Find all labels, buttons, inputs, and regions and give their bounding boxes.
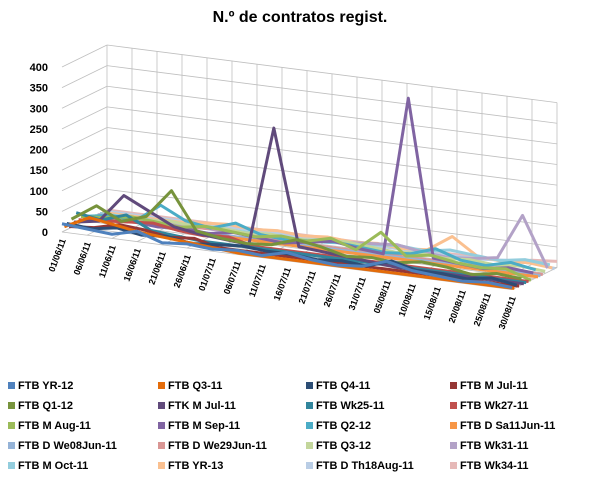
legend-label: FTB Wk27-11 — [460, 400, 528, 412]
legend-label: FTB D Th18Aug-11 — [316, 460, 414, 472]
grid-line — [61, 189, 108, 212]
x-tick-label: 06/06/11 — [72, 240, 93, 276]
legend-label: FTK M Jul-11 — [168, 400, 236, 412]
grid-line — [106, 65, 558, 124]
x-tick-label: 31/07/11 — [347, 276, 368, 312]
grid-line — [106, 44, 558, 103]
legend-label: FTB Wk31-11 — [460, 440, 528, 452]
y-tick-label: 150 — [30, 165, 48, 177]
legend-swatch — [306, 422, 313, 429]
y-tick-label: 0 — [42, 227, 48, 239]
y-tick-label: 200 — [30, 145, 48, 157]
series-line — [61, 222, 513, 290]
legend-label: FTB D Sa11Jun-11 — [460, 420, 555, 432]
grid-line — [61, 168, 108, 192]
series-line — [70, 189, 522, 281]
x-tick-label: 05/08/11 — [372, 279, 393, 315]
legend-label: FTB Q3-11 — [168, 380, 222, 392]
y-tick-label: 400 — [30, 62, 48, 74]
x-tick-label: 20/08/11 — [447, 288, 468, 324]
x-tick-label: 06/07/11 — [222, 260, 243, 296]
x-tick-label: 15/08/11 — [422, 285, 443, 321]
legend-swatch — [450, 442, 457, 449]
legend-label: FTB M Jul-11 — [460, 380, 528, 392]
grid-line — [106, 127, 558, 186]
legend-label: FTB Q4-11 — [316, 380, 370, 392]
legend-swatch — [8, 442, 15, 449]
x-tick-label: 01/07/11 — [197, 256, 218, 292]
grid-line — [61, 147, 108, 171]
legend-swatch — [158, 462, 165, 469]
legend-label: FTB Q3-12 — [316, 440, 371, 452]
legend-label: FTB M Oct-11 — [18, 460, 88, 472]
legend-swatch — [158, 382, 165, 389]
x-tick-label: 01/06/11 — [47, 237, 68, 273]
legend-label: FTB D We29Jun-11 — [168, 440, 267, 452]
grid-line — [106, 85, 558, 145]
legend-swatch — [8, 402, 15, 409]
grid-line — [106, 106, 558, 165]
x-tick-label: 16/07/11 — [272, 266, 293, 302]
legend-swatch — [306, 402, 313, 409]
grid-line — [106, 147, 558, 207]
grid-line — [61, 85, 108, 109]
y-tick-label: 100 — [30, 186, 48, 198]
x-tick-label: 25/08/11 — [472, 292, 493, 328]
grid-line — [106, 188, 558, 248]
legend-label: FTB Q1-12 — [18, 400, 73, 412]
x-tick-label: 11/07/11 — [247, 263, 268, 298]
legend-swatch — [450, 422, 457, 429]
legend-swatch — [306, 462, 313, 469]
x-tick-label: 21/07/11 — [297, 269, 318, 305]
legend-swatch — [158, 402, 165, 409]
x-tick-label: 26/07/11 — [322, 272, 343, 308]
legend-label: FTB D We08Jun-11 — [18, 440, 117, 452]
legend-label: FTB Wk34-11 — [460, 460, 528, 472]
y-tick-label: 250 — [30, 124, 48, 136]
legend-label: FTB YR-13 — [168, 460, 223, 472]
grid-line — [61, 127, 108, 150]
x-tick-label: 16/06/11 — [122, 247, 143, 283]
grid-line — [61, 65, 108, 88]
x-tick-label: 30/08/11 — [497, 295, 518, 331]
y-tick-label: 50 — [36, 206, 48, 218]
grid-line — [106, 168, 558, 227]
x-tick-label: 10/08/11 — [397, 282, 418, 318]
x-tick-label: 11/06/11 — [97, 244, 118, 279]
x-tick-label: 26/06/11 — [172, 253, 193, 289]
legend-label: FTB Wk25-11 — [316, 400, 384, 412]
legend-swatch — [450, 382, 457, 389]
legend-swatch — [306, 442, 313, 449]
legend-swatch — [450, 462, 457, 469]
legend-swatch — [8, 382, 15, 389]
legend-swatch — [158, 422, 165, 429]
legend-swatch — [8, 462, 15, 469]
legend-swatch — [8, 422, 15, 429]
y-tick-label: 300 — [30, 103, 48, 115]
legend-swatch — [450, 402, 457, 409]
legend-swatch — [158, 442, 165, 449]
legend-label: FTB M Sep-11 — [168, 420, 240, 432]
grid-line — [61, 44, 108, 68]
grid-line — [61, 106, 108, 130]
legend-swatch — [306, 382, 313, 389]
y-tick-label: 350 — [30, 83, 48, 95]
chart-title: N.º de contratos regist. — [213, 9, 388, 26]
legend-label: FTB M Aug-11 — [18, 420, 91, 432]
legend-label: FTB Q2-12 — [316, 420, 371, 432]
legend-label: FTB YR-12 — [18, 380, 73, 392]
x-tick-label: 21/06/11 — [147, 250, 168, 286]
